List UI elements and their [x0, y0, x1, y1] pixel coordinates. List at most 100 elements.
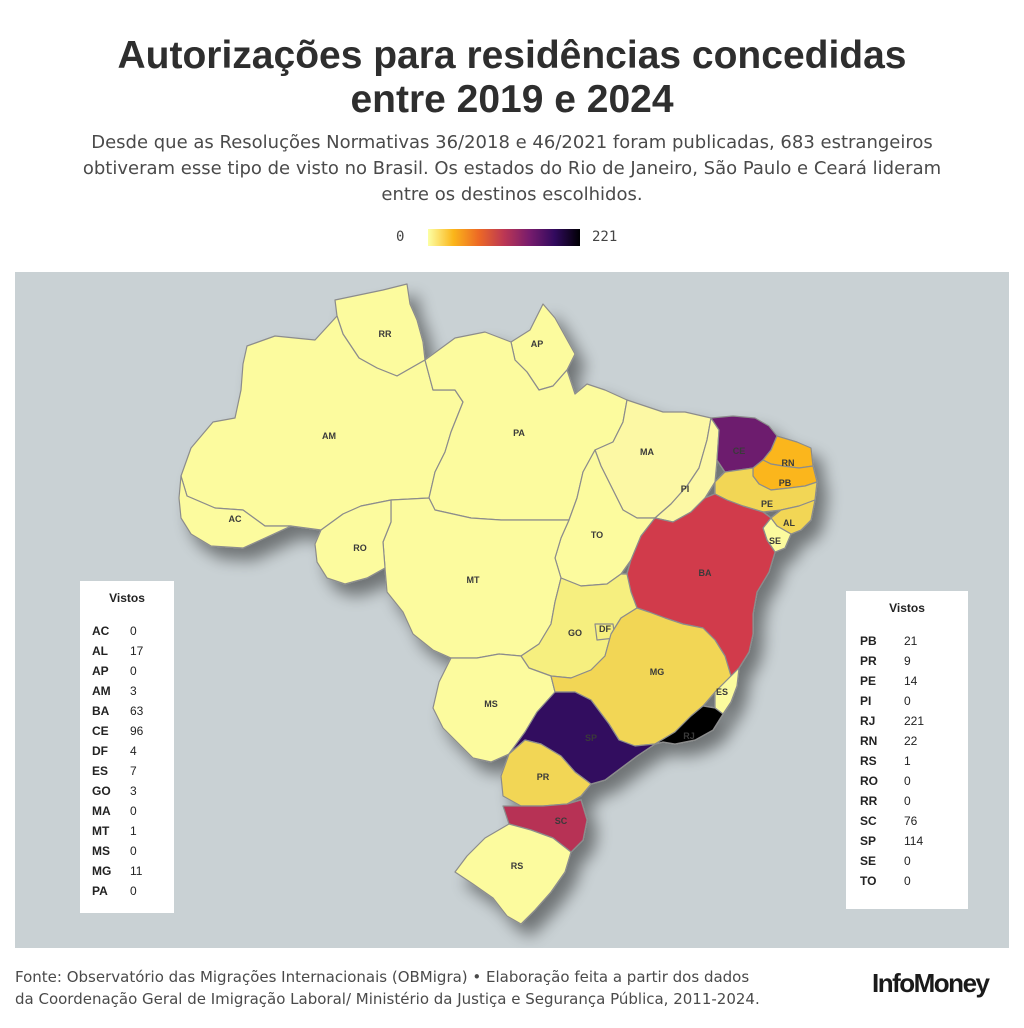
visa-count: 9: [904, 654, 911, 668]
label-go: GO: [568, 628, 582, 638]
visa-count: 0: [904, 794, 911, 808]
label-pa: PA: [513, 428, 525, 438]
visa-count: 0: [904, 694, 911, 708]
state-rj: [654, 705, 724, 745]
state-abbr: RJ: [860, 714, 876, 728]
label-ro: RO: [353, 543, 367, 553]
title-line-2: entre 2019 e 2024: [350, 78, 674, 121]
visa-count: 96: [130, 724, 144, 738]
state-abbr: MA: [92, 804, 111, 818]
subtitle-line-2: obtiveram esse tipo de visto no Brasil. …: [82, 158, 942, 179]
label-al: AL: [783, 518, 795, 528]
legend-max-label: 221: [592, 229, 618, 245]
visa-count: 0: [904, 774, 911, 788]
label-ms: MS: [484, 699, 498, 709]
table-row: MA 0: [90, 801, 143, 821]
visa-count: 3: [130, 784, 137, 798]
visa-count: 0: [130, 804, 137, 818]
table-row: SC 76: [856, 811, 924, 831]
visa-count: 3: [130, 684, 137, 698]
table-row: PI 0: [856, 691, 924, 711]
state-abbr: ES: [92, 764, 109, 778]
state-ac: [178, 475, 292, 549]
state-abbr: DF: [92, 744, 108, 758]
table-row: AC 0: [90, 621, 143, 641]
label-es: ES: [716, 687, 728, 697]
table-row: SP 114: [856, 831, 924, 851]
table-row: RR 0: [856, 791, 924, 811]
table-row: PB 21: [856, 631, 924, 651]
label-pe: PE: [761, 499, 773, 509]
state-abbr: AM: [92, 684, 111, 698]
label-mg: MG: [650, 667, 665, 677]
visa-count: 0: [904, 854, 911, 868]
state-abbr: GO: [92, 784, 111, 798]
table-row: AP 0: [90, 661, 143, 681]
color-scale-legend: [428, 229, 580, 246]
label-ma: MA: [640, 447, 654, 457]
table-right-header: Vistos: [889, 601, 925, 615]
table-row: AM 3: [90, 681, 143, 701]
label-ac: AC: [229, 514, 242, 524]
map-area: RR AP AM AC PA MA PI CE RN PB PE AL SE T…: [15, 272, 1009, 948]
state-abbr: CE: [92, 724, 109, 738]
state-abbr: AP: [92, 664, 109, 678]
state-abbr: AC: [92, 624, 110, 638]
table-left-header: Vistos: [109, 591, 145, 605]
visa-count: 0: [130, 624, 137, 638]
title-line-1: Autorizações para residências concedidas: [117, 34, 907, 77]
visa-count: 17: [130, 644, 144, 658]
legend-min-label: 0: [396, 229, 405, 245]
label-ap: AP: [531, 339, 544, 349]
visa-count: 4: [130, 744, 137, 758]
subtitle-line-3: entre os destinos escolhidos.: [381, 184, 643, 205]
visa-count: 7: [130, 764, 137, 778]
table-row: RJ 221: [856, 711, 924, 731]
label-ba: BA: [699, 568, 712, 578]
state-abbr: BA: [92, 704, 110, 718]
label-df: DF: [599, 624, 611, 634]
visa-count: 22: [904, 734, 918, 748]
table-row: PA 0: [90, 881, 143, 901]
state-abbr: RS: [860, 754, 877, 768]
visa-count: 76: [904, 814, 918, 828]
visas-table-right: Vistos PB 21 PR 9 PE 14 PI 0 RJ 221 RN 22 RS 1 RO 0 RR 0 S…: [846, 591, 968, 909]
state-abbr: PR: [860, 654, 877, 668]
table-left-grid: AC 0 AL 17 AP 0 AM 3 BA 63 CE 96 DF 4 ES 7 GO 3 MA 0 MT 1 MS 0 M…: [90, 621, 143, 901]
visa-count: 0: [130, 844, 137, 858]
state-abbr: RN: [860, 734, 878, 748]
table-row: PE 14: [856, 671, 924, 691]
state-abbr: MT: [92, 824, 110, 838]
table-row: PR 9: [856, 651, 924, 671]
label-rr: RR: [379, 329, 392, 339]
brazil-choropleth-map: RR AP AM AC PA MA PI CE RN PB PE AL SE T…: [178, 283, 818, 925]
table-row: RO 0: [856, 771, 924, 791]
label-pi: PI: [681, 484, 690, 494]
label-mt: MT: [467, 575, 480, 585]
label-sp: SP: [585, 733, 597, 743]
visa-count: 1: [904, 754, 911, 768]
state-abbr: RR: [860, 794, 878, 808]
state-abbr: RO: [860, 774, 878, 788]
state-ro: [314, 499, 392, 585]
visa-count: 221: [904, 714, 925, 728]
subtitle-line-1: Desde que as Resoluções Normativas 36/20…: [91, 132, 933, 153]
state-abbr: SP: [860, 834, 877, 848]
table-row: AL 17: [90, 641, 143, 661]
table-row: RS 1: [856, 751, 924, 771]
state-abbr: PE: [860, 674, 877, 688]
state-pr: [500, 739, 592, 807]
visa-count: 114: [904, 834, 924, 848]
label-rs: RS: [511, 861, 524, 871]
chart-subtitle: Desde que as Resoluções Normativas 36/20…: [16, 130, 1008, 208]
table-right-grid: PB 21 PR 9 PE 14 PI 0 RJ 221 RN 22 RS 1 RO 0 RR 0 SC 76 SP 11…: [856, 631, 924, 891]
visa-count: 0: [130, 884, 137, 898]
table-row: DF 4: [90, 741, 143, 761]
visa-count: 63: [130, 704, 144, 718]
state-abbr: PI: [860, 694, 872, 708]
table-row: MS 0: [90, 841, 143, 861]
label-pr: PR: [537, 772, 550, 782]
state-abbr: MS: [92, 844, 110, 858]
infomoney-logo: InfoMoney: [872, 968, 990, 998]
label-am: AM: [322, 431, 336, 441]
